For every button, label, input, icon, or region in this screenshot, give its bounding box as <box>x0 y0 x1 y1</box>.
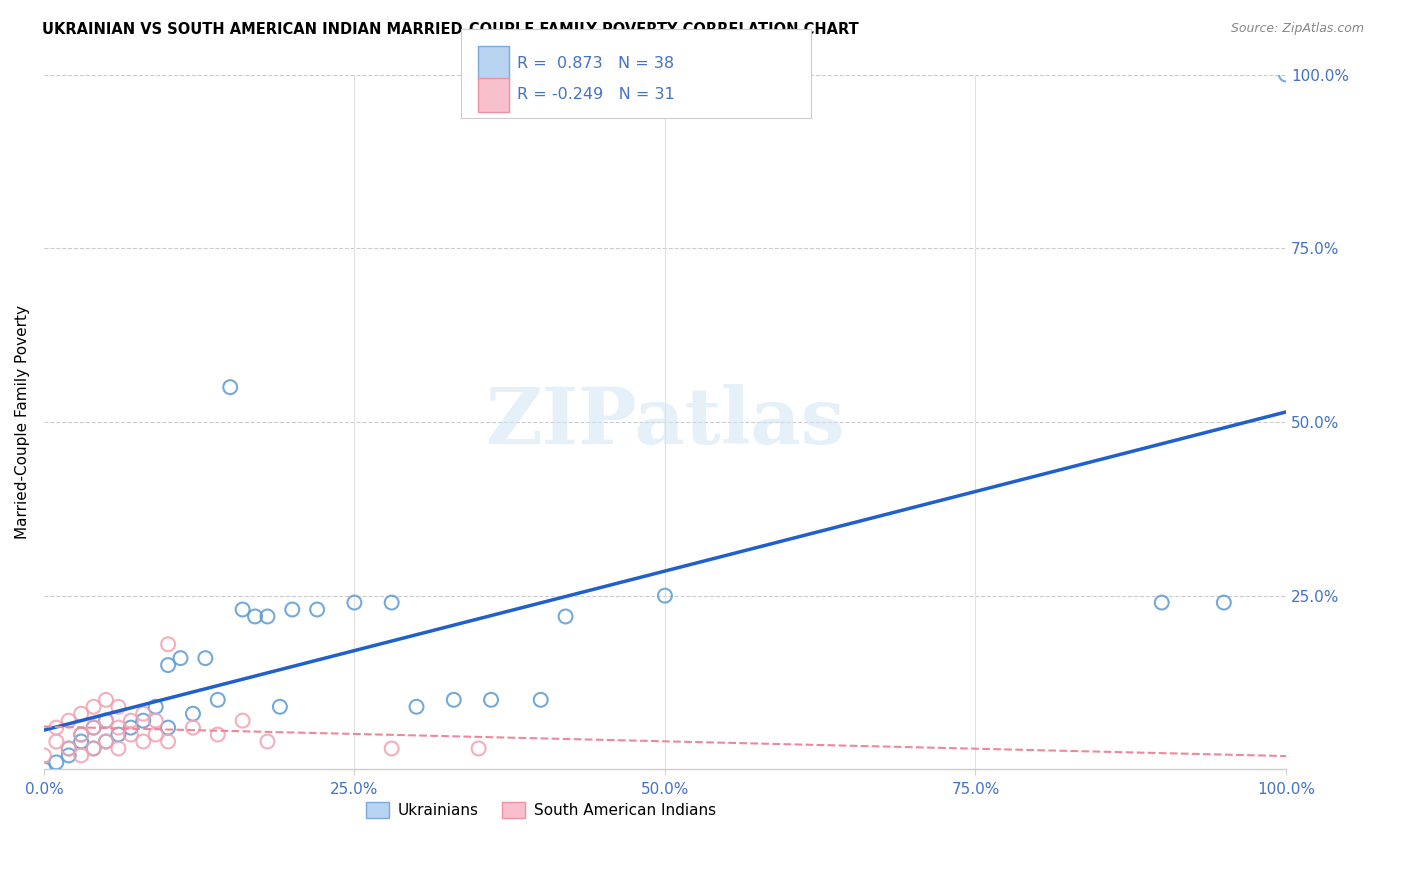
Point <box>132 706 155 721</box>
Point <box>120 714 142 728</box>
Point <box>157 658 180 673</box>
Point <box>120 721 142 735</box>
Point <box>83 721 105 735</box>
Point <box>256 609 278 624</box>
Text: UKRAINIAN VS SOUTH AMERICAN INDIAN MARRIED-COUPLE FAMILY POVERTY CORRELATION CHA: UKRAINIAN VS SOUTH AMERICAN INDIAN MARRI… <box>42 22 859 37</box>
Point <box>70 706 93 721</box>
Text: Source: ZipAtlas.com: Source: ZipAtlas.com <box>1230 22 1364 36</box>
Point <box>107 721 129 735</box>
Point <box>107 728 129 742</box>
Point <box>45 721 67 735</box>
Point <box>132 714 155 728</box>
Point <box>169 651 191 665</box>
Point <box>232 714 254 728</box>
Point <box>157 721 180 735</box>
Point <box>32 748 55 763</box>
Point <box>83 699 105 714</box>
Point <box>107 699 129 714</box>
Point <box>132 734 155 748</box>
Point <box>58 741 80 756</box>
Point <box>107 741 129 756</box>
Point <box>467 741 489 756</box>
Point <box>194 651 217 665</box>
Y-axis label: Married-Couple Family Poverty: Married-Couple Family Poverty <box>15 305 30 539</box>
Point <box>45 734 67 748</box>
Point <box>58 741 80 756</box>
Point <box>479 693 502 707</box>
Point <box>1212 596 1234 610</box>
Point <box>1150 596 1173 610</box>
Point <box>1275 68 1298 82</box>
Text: R =  0.873   N = 38: R = 0.873 N = 38 <box>517 56 675 71</box>
Point <box>94 693 117 707</box>
Point <box>207 693 229 707</box>
Point <box>381 741 404 756</box>
Text: ZIPatlas: ZIPatlas <box>485 384 845 460</box>
Point <box>181 706 204 721</box>
Point <box>145 714 167 728</box>
Legend: Ukrainians, South American Indians: Ukrainians, South American Indians <box>360 796 721 824</box>
Point <box>256 734 278 748</box>
Point <box>83 741 105 756</box>
Point <box>157 637 180 651</box>
Point <box>343 596 366 610</box>
Point <box>219 380 242 394</box>
Point <box>70 728 93 742</box>
Point <box>94 714 117 728</box>
Point <box>120 728 142 742</box>
Point <box>654 589 676 603</box>
Point <box>443 693 465 707</box>
Point <box>94 714 117 728</box>
Point <box>530 693 553 707</box>
Point <box>307 602 329 616</box>
Point <box>381 596 404 610</box>
Point <box>83 721 105 735</box>
Point <box>94 734 117 748</box>
Point <box>32 762 55 776</box>
Point <box>207 728 229 742</box>
Text: R = -0.249   N = 31: R = -0.249 N = 31 <box>517 87 675 103</box>
Point <box>181 721 204 735</box>
Point <box>243 609 266 624</box>
Point <box>269 699 291 714</box>
Point <box>405 699 427 714</box>
Point <box>157 734 180 748</box>
Point <box>554 609 576 624</box>
Point <box>281 602 304 616</box>
Point <box>70 748 93 763</box>
Point <box>145 728 167 742</box>
Point <box>45 756 67 770</box>
Point <box>94 734 117 748</box>
Point <box>58 714 80 728</box>
Point <box>58 748 80 763</box>
Point <box>70 734 93 748</box>
Point <box>145 699 167 714</box>
Point <box>83 741 105 756</box>
Point <box>70 728 93 742</box>
Point <box>232 602 254 616</box>
